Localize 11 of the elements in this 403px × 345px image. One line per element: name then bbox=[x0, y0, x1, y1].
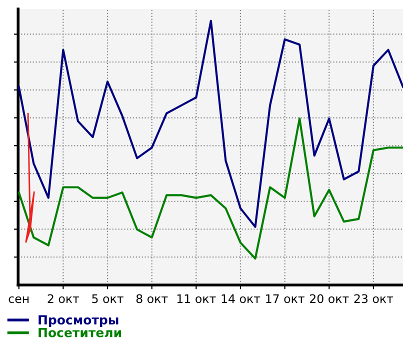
legend-label: Посетители bbox=[38, 328, 122, 338]
x-tick-label: 8 окт bbox=[136, 294, 168, 304]
x-tick-label: 14 окт bbox=[222, 294, 260, 304]
x-tick-label: 17 окт bbox=[266, 294, 304, 304]
x-tick-label: сен bbox=[8, 296, 29, 304]
x-tick-label: 11 окт bbox=[177, 294, 216, 304]
x-tick-label: 23 окт bbox=[354, 294, 394, 304]
legend-label: Просмотры bbox=[38, 315, 118, 327]
x-tick-label: 5 окт bbox=[92, 294, 124, 304]
x-tick-label: 20 окт bbox=[310, 294, 349, 304]
x-tick-label: 2 окт bbox=[48, 294, 80, 304]
